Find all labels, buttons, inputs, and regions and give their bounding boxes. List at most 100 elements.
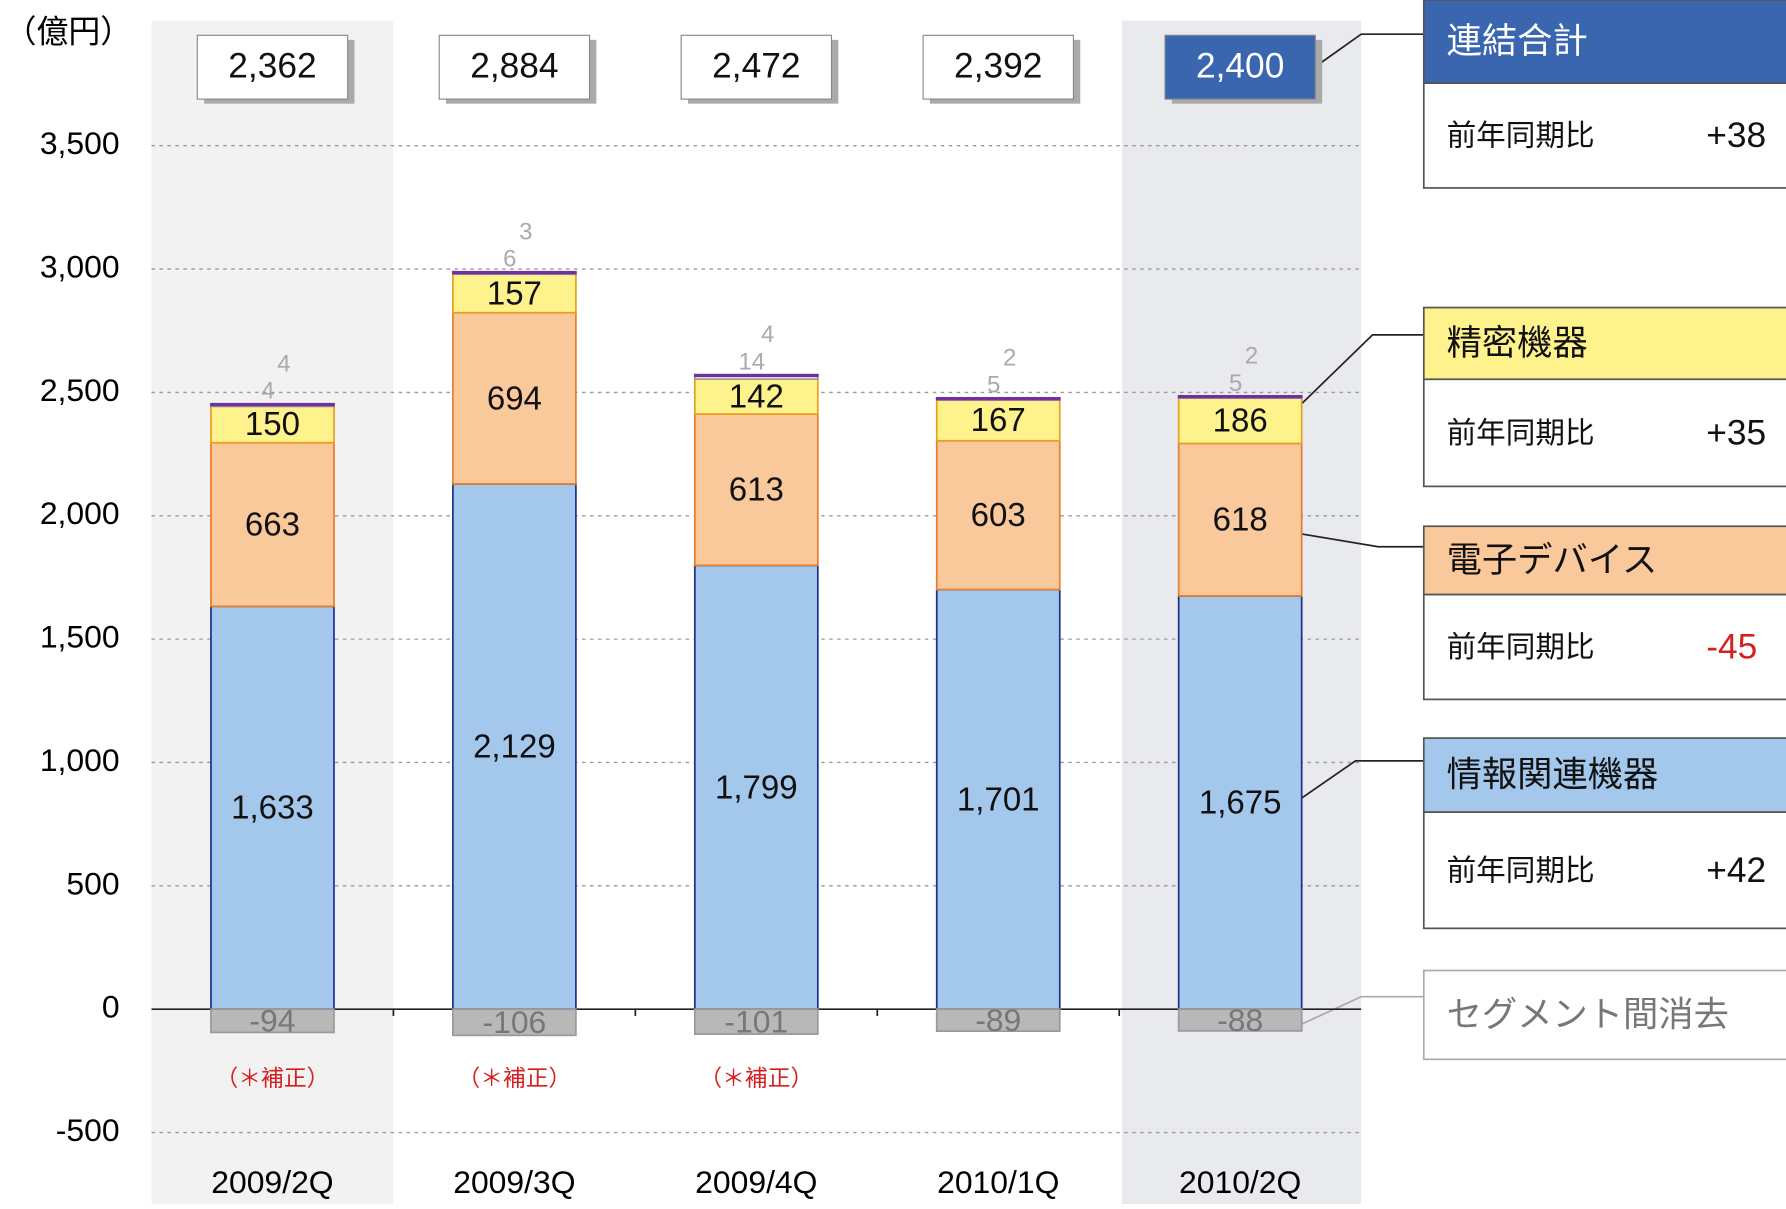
legend-yoy-value: +42 xyxy=(1706,851,1766,890)
data-label: 618 xyxy=(1213,501,1268,538)
data-label: 14 xyxy=(738,349,765,376)
bar-segment xyxy=(935,396,1061,401)
data-label: -89 xyxy=(975,1002,1021,1038)
bar-segment xyxy=(210,1008,335,1034)
data-label: 167 xyxy=(971,401,1026,438)
data-label: 694 xyxy=(487,379,542,416)
connectors xyxy=(1277,33,1424,1032)
data-label: -94 xyxy=(249,1002,295,1038)
y-tick-label: 3,500 xyxy=(40,125,120,161)
y-tick-label: -500 xyxy=(56,1112,120,1148)
data-label: 4 xyxy=(277,350,290,377)
data-label: 186 xyxy=(1213,402,1268,439)
annotation: （＊補正） xyxy=(457,1065,571,1091)
total-box xyxy=(196,34,349,100)
bar-segment xyxy=(1177,395,1303,399)
bar-segment xyxy=(1177,1008,1303,1032)
bar-segment xyxy=(1177,442,1303,597)
data-label: 2,129 xyxy=(473,728,556,765)
legend-title: 連結合計 xyxy=(1447,22,1588,61)
legend-yoy-label: 前年同期比 xyxy=(1447,120,1595,153)
connector xyxy=(1286,995,1424,1032)
total-label: 2,472 xyxy=(712,47,800,86)
data-label: 157 xyxy=(487,274,542,311)
total-box xyxy=(922,34,1074,100)
bar-segment xyxy=(210,605,335,1011)
legend-yoy-value: -45 xyxy=(1706,628,1757,667)
bar-segment xyxy=(452,270,577,275)
bar-segment xyxy=(452,1008,577,1037)
y-tick-label: 1,000 xyxy=(40,742,120,778)
bar-segment xyxy=(935,588,1061,1011)
y-tick-label: 3,000 xyxy=(40,248,120,284)
bar-segment xyxy=(1177,595,1303,1011)
data-label: 6 xyxy=(503,246,516,273)
bar-segment xyxy=(693,373,819,378)
legend-header xyxy=(1422,737,1786,814)
data-label: 1,701 xyxy=(957,780,1040,817)
bar-segment xyxy=(210,404,335,444)
y-tick-label: 2,500 xyxy=(40,372,120,408)
x-tick-label: 2010/1Q xyxy=(937,1164,1059,1200)
data-label: -106 xyxy=(482,1004,546,1040)
connector xyxy=(1277,760,1424,816)
connector xyxy=(1292,334,1424,413)
bar-segment xyxy=(452,273,577,314)
y-tick-label: 1,500 xyxy=(40,619,120,655)
legend-yoy-value: +35 xyxy=(1706,413,1766,452)
data-label: 2 xyxy=(1003,344,1016,371)
legend-title: 精密機器 xyxy=(1447,324,1588,363)
data-label: 1,799 xyxy=(715,768,798,805)
bar-segment xyxy=(693,564,819,1011)
bar-segment xyxy=(935,398,1061,442)
data-label: -88 xyxy=(1217,1002,1263,1038)
annotation: （＊補正） xyxy=(216,1065,330,1091)
data-label: 1,675 xyxy=(1199,784,1282,821)
legend-yoy-value: +38 xyxy=(1706,116,1766,155)
data-label: 1,633 xyxy=(231,789,314,826)
data-label: 3 xyxy=(519,218,532,245)
legend-header xyxy=(1422,969,1786,1061)
legend-body xyxy=(1422,811,1786,930)
total-label: 2,362 xyxy=(228,47,316,86)
legend-header xyxy=(1422,306,1786,381)
legend-body xyxy=(1422,593,1786,701)
data-label: -101 xyxy=(724,1003,788,1039)
data-label: 663 xyxy=(245,506,300,543)
total-box xyxy=(680,34,833,100)
bar-segment xyxy=(210,402,335,407)
data-label: 603 xyxy=(971,496,1026,533)
total-label: 2,400 xyxy=(1196,47,1284,86)
legend-body xyxy=(1422,378,1786,488)
bar-segment xyxy=(935,1008,1061,1033)
legend-title: 情報関連機器 xyxy=(1447,756,1659,795)
legend-yoy-label: 前年同期比 xyxy=(1447,417,1595,450)
legend-yoy-label: 前年同期比 xyxy=(1447,631,1595,664)
connector xyxy=(1296,532,1424,548)
data-label: 4 xyxy=(261,378,274,405)
total-box xyxy=(1164,34,1316,100)
y-tick-label: 500 xyxy=(66,865,119,901)
x-tick-label: 2009/4Q xyxy=(695,1164,817,1200)
y-tick-label: 0 xyxy=(102,989,120,1025)
bar-segment xyxy=(693,1008,819,1035)
x-tick-label: 2009/3Q xyxy=(453,1164,575,1200)
connector xyxy=(1309,33,1424,72)
bar-segment xyxy=(693,378,819,415)
data-label: 150 xyxy=(245,405,300,442)
legend-title: 電子デバイス xyxy=(1447,541,1658,580)
legend-yoy-label: 前年同期比 xyxy=(1447,854,1595,887)
x-tick-label: 2010/2Q xyxy=(1179,1164,1301,1200)
bar-segment xyxy=(1177,396,1303,445)
bar-segment xyxy=(210,441,335,608)
data-label: 5 xyxy=(1229,370,1242,397)
x-tick-label: 2009/2Q xyxy=(211,1164,333,1200)
y-tick-label: 2,000 xyxy=(40,495,120,531)
bar-segment xyxy=(452,483,577,1011)
data-label: 142 xyxy=(729,378,784,415)
total-box xyxy=(438,34,591,100)
data-label: 2 xyxy=(1245,342,1258,369)
annotation: （＊補正） xyxy=(699,1065,813,1091)
